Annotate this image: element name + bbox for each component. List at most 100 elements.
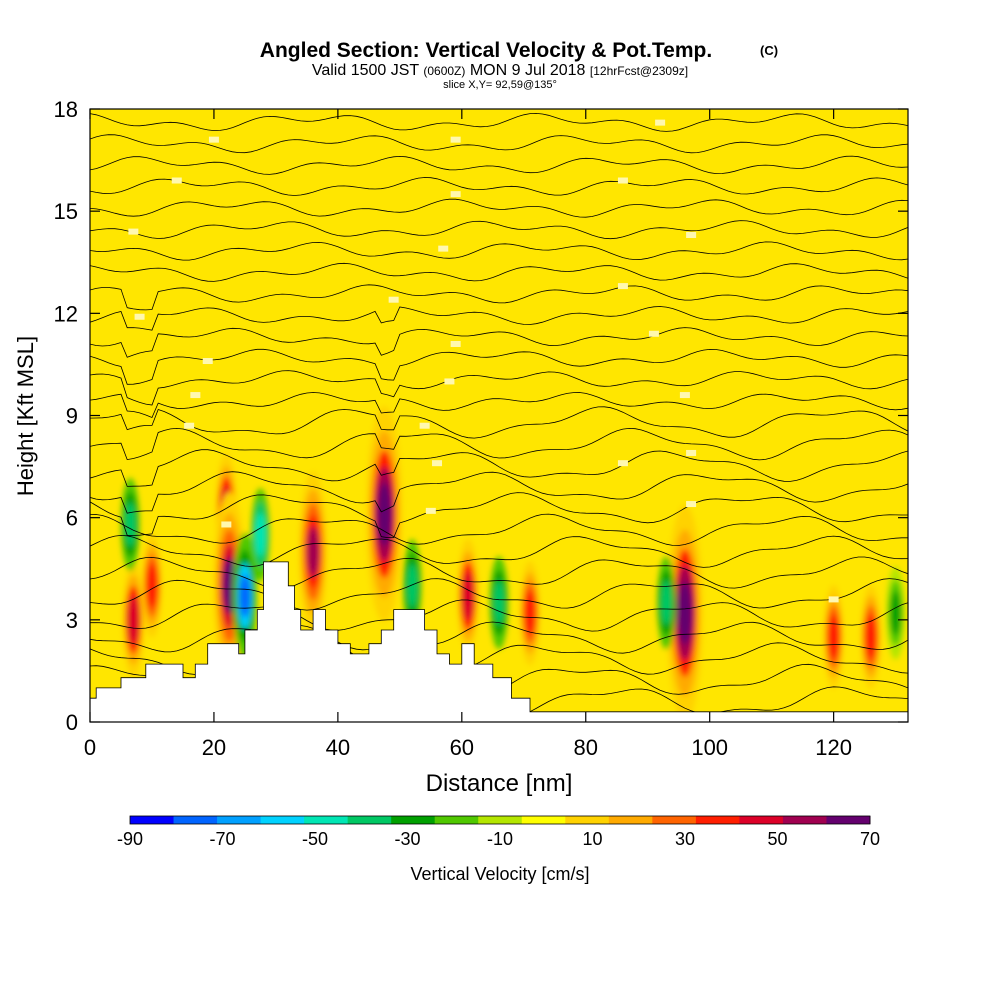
theta-label <box>444 378 455 385</box>
updraft-core-band <box>306 526 320 578</box>
updraft-core-band <box>827 614 840 660</box>
colorbar-swatch <box>565 816 610 824</box>
theta-label <box>617 460 628 467</box>
theta-label <box>208 136 219 143</box>
subtitle-date: MON 9 Jul 2018 <box>470 62 586 79</box>
updraft-core-band <box>222 557 237 615</box>
x-tick-label: 40 <box>326 735 350 760</box>
theta-label <box>202 358 213 365</box>
colorbar-swatch <box>173 816 218 824</box>
y-tick-label: 18 <box>54 97 78 122</box>
theta-contour-line <box>90 177 908 196</box>
colorbar-swatch <box>608 816 653 824</box>
y-axis: 0 3 6 9 12 15 18 <box>54 97 908 735</box>
updraft-core-band <box>462 572 474 620</box>
chart-subtitle: Valid 1500 JST (0600Z) MON 9 Jul 2018 [1… <box>312 62 688 79</box>
theta-contour-line <box>90 621 908 654</box>
subtitle-zulu: (0600Z) <box>423 64 465 78</box>
theta-label <box>419 422 430 429</box>
theta-label <box>450 340 461 347</box>
theta-contour-line <box>90 556 908 589</box>
downdraft-core-band <box>406 564 418 608</box>
theta-contour-line <box>90 155 908 175</box>
theta-label <box>648 330 659 337</box>
theta-label <box>425 507 436 514</box>
theta-label <box>686 501 697 508</box>
theta-contour-line <box>90 427 908 461</box>
colorbar-tick-label: -30 <box>394 829 420 849</box>
x-axis-label: Distance [nm] <box>426 770 573 797</box>
colorbar-tick-label: -90 <box>117 829 143 849</box>
downdraft-core-band <box>239 574 251 618</box>
theta-contour-line <box>90 220 908 240</box>
theta-label <box>617 177 628 184</box>
theta-contour-line <box>90 513 908 546</box>
updraft-core-band <box>677 581 692 645</box>
theta-contour-line <box>90 449 908 487</box>
theta-contours <box>90 112 908 718</box>
theta-contour-line <box>90 599 908 632</box>
colorbar-swatch <box>434 816 479 824</box>
theta-label <box>679 392 690 399</box>
y-tick-label: 12 <box>54 301 78 326</box>
theta-contour-line <box>90 198 908 218</box>
colorbar-swatch <box>217 816 262 824</box>
x-tick-label: 80 <box>574 735 598 760</box>
theta-contour-line <box>90 406 908 439</box>
colorbar-swatch <box>347 816 392 824</box>
theta-label <box>686 449 697 456</box>
theta-contour-line <box>90 306 908 331</box>
colorbar-tick-label: -70 <box>209 829 235 849</box>
terrain <box>90 561 908 722</box>
theta-contour-line <box>90 327 908 358</box>
colorbar-swatch <box>695 816 740 824</box>
colorbar-swatch <box>478 816 523 824</box>
theta-contour-line <box>90 262 908 282</box>
y-tick-label: 0 <box>66 710 78 735</box>
colorbar-tick-label: 70 <box>860 829 880 849</box>
colorbar-swatch <box>260 816 305 824</box>
theta-contour-line <box>90 241 908 261</box>
colorbar-swatch <box>652 816 697 824</box>
colorbar-tick-label: 30 <box>675 829 695 849</box>
theta-label <box>221 521 232 528</box>
x-axis: 0 20 40 60 80 100 120 <box>84 109 852 760</box>
theta-contour-line <box>90 534 908 568</box>
y-tick-label: 3 <box>66 608 78 633</box>
colorbar-swatch <box>782 816 827 824</box>
updraft-core-band <box>377 482 392 546</box>
theta-contour-line <box>90 370 908 406</box>
downdraft-core-band <box>661 581 672 625</box>
colorbar-swatch <box>826 816 871 824</box>
theta-label <box>655 119 666 126</box>
y-tick-label: 6 <box>66 506 78 531</box>
theta-contour-line <box>90 134 908 154</box>
colorbar-frame <box>129 815 871 825</box>
downdraft-core-band <box>125 502 136 547</box>
theta-label <box>190 392 201 399</box>
colorbar-tick-label: 10 <box>582 829 602 849</box>
theta-label <box>128 228 139 235</box>
y-axis-label: Height [Kft MSL] <box>13 336 38 496</box>
colorbar-swatch <box>521 816 566 824</box>
x-tick-label: 100 <box>691 735 728 760</box>
theta-label <box>438 245 449 252</box>
colorbar-swatch <box>391 816 436 824</box>
x-tick-label: 120 <box>815 735 852 760</box>
theta-contour-line <box>90 284 908 311</box>
theta-label <box>828 596 839 603</box>
theta-label <box>450 136 461 143</box>
colorbar-tick-label: 50 <box>767 829 787 849</box>
x-tick-label: 60 <box>450 735 474 760</box>
theta-label <box>184 422 195 429</box>
x-tick-label: 0 <box>84 735 96 760</box>
updraft-core-band <box>524 590 536 636</box>
theta-contour-line <box>90 112 908 132</box>
subtitle-forecast: [12hrFcst@2309z] <box>590 64 688 78</box>
theta-contour-line <box>90 392 908 419</box>
theta-label <box>432 460 443 467</box>
colorbar-swatch <box>130 816 175 824</box>
theta-contour-line <box>90 492 908 538</box>
chart-title-mark: (C) <box>760 43 778 58</box>
